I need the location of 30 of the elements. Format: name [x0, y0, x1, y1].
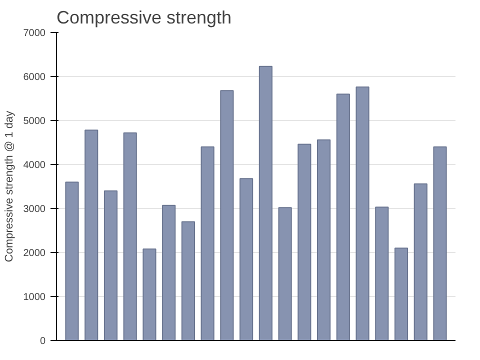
bar [181, 221, 196, 340]
bar [336, 94, 350, 340]
y-tick-label: 3000 [23, 204, 46, 215]
bar [123, 132, 137, 340]
bar [200, 146, 214, 340]
y-tick-label: 0 [40, 336, 46, 347]
y-tick-label: 7000 [23, 28, 46, 39]
chart-title: Compressive strength [56, 8, 232, 28]
bar [142, 248, 156, 340]
bar [104, 190, 118, 340]
bar [298, 144, 312, 340]
bar [394, 248, 408, 340]
y-tick-label: 4000 [23, 160, 46, 171]
bar [84, 130, 98, 340]
bar [414, 183, 428, 340]
bar [375, 206, 389, 340]
bar [278, 207, 292, 340]
y-tick-label: 5000 [23, 116, 46, 127]
bar [240, 178, 254, 340]
bar [65, 182, 79, 340]
bar [316, 139, 331, 340]
y-tick-label: 2000 [23, 248, 46, 259]
y-tick-label: 6000 [23, 72, 46, 83]
bar [162, 204, 176, 340]
bar [220, 90, 234, 340]
y-tick-label: 1000 [23, 292, 46, 303]
bar [258, 66, 272, 340]
y-axis-title: Compressive strength @ 1 day [3, 110, 16, 262]
bar [356, 86, 370, 340]
bar [433, 146, 447, 340]
